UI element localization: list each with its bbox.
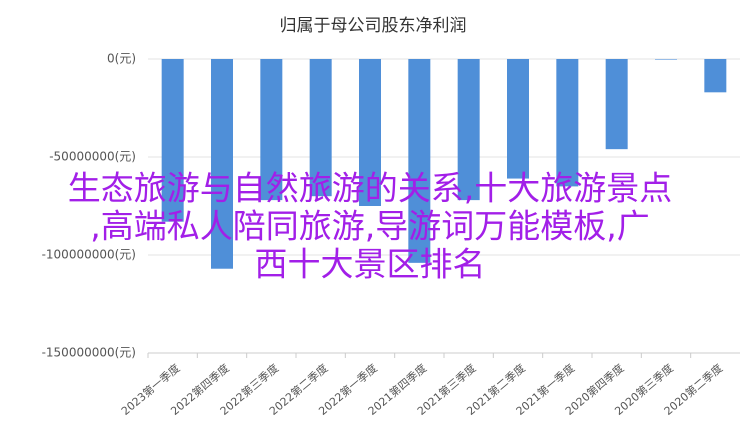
bar [211,59,233,269]
annotation: 西十大景区排名 [255,245,486,284]
bar [408,59,431,263]
y-tick-label: -50000000(元) [49,150,136,164]
bar [161,59,184,222]
chart-title: 归属于母公司股东净利润 [280,16,467,36]
annotation: 生态旅游与自然旅游的关系,十大旅游景点 [68,169,673,208]
bar [704,59,727,93]
bar [309,59,332,197]
bar [605,59,628,150]
bar [260,59,283,201]
bar [507,59,529,179]
y-tick-label: 0(元) [107,52,136,66]
bar [655,59,677,60]
y-tick-label: -150000000(元) [42,346,136,360]
bar [556,59,579,187]
y-tick-label: -100000000(元) [42,248,136,262]
bar [359,59,381,206]
annotation: ,高端私人陪同旅游,导游词万能模板,广 [90,207,649,246]
bar [457,59,480,201]
